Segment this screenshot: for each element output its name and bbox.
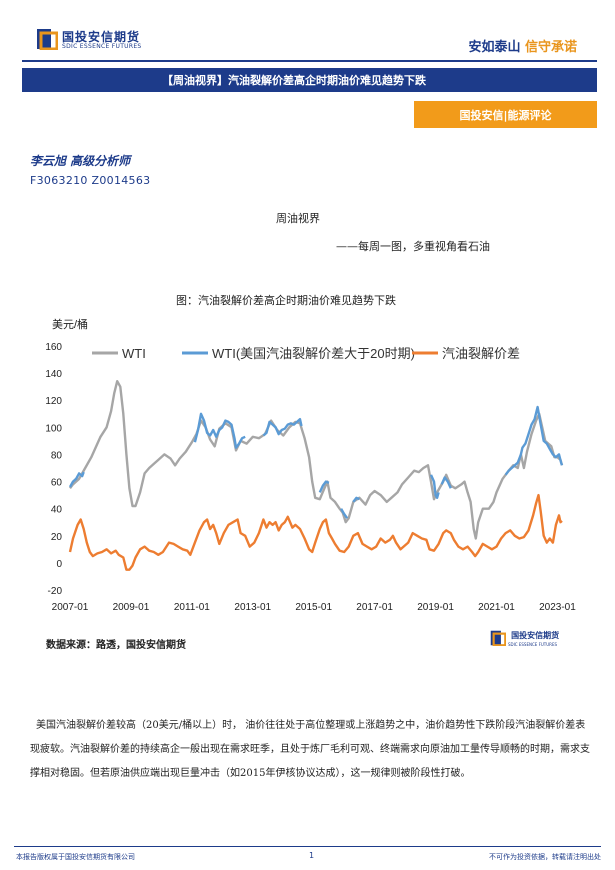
x-tick-label: 2021-01 — [478, 602, 515, 613]
y-axis-ticks: 160 140 120 100 80 60 40 20 0 -20 — [45, 342, 62, 597]
author-name: 李云旭 高级分析师 — [30, 154, 131, 168]
series-gasoline-crack-line — [68, 493, 563, 571]
slogan-part-b: 信守承诺 — [524, 40, 577, 55]
page-number: 1 — [309, 851, 315, 860]
x-axis-ticks: 2007-01 2009-01 2011-01 2013-01 2015-01 2017-… — [52, 602, 577, 613]
chart-legend: WTI WTI(美国汽油裂解价差大于20时期) 汽油裂解价差 — [92, 346, 520, 361]
report-title-bar: 【周油视界】汽油裂解价差高企时期油价难见趋势下跌 — [22, 68, 597, 92]
column-title: 周油视界 — [276, 212, 320, 225]
chart-series — [68, 380, 564, 571]
y-tick-label: 0 — [56, 559, 62, 570]
footer-disclaimer: 不可作为投资依据，转载请注明出处 — [489, 853, 601, 861]
y-tick-label: -20 — [48, 586, 63, 597]
series-wti-high-crack-line — [504, 405, 564, 476]
mini-logo: 国投安信期货 SDIC ESSENCE FUTURES — [490, 630, 559, 647]
series-wti-high-crack-line — [68, 471, 85, 488]
x-tick-label: 2019-01 — [417, 602, 454, 613]
x-tick-label: 2007-01 — [52, 602, 89, 613]
x-tick-label: 2023-01 — [539, 602, 576, 613]
series-wti-high-crack-line — [352, 496, 360, 503]
logo-icon — [37, 29, 58, 50]
figure-caption: 图：汽油裂解价差高企时期油价难见趋势下跌 — [176, 294, 396, 307]
series-wti-high-crack-line — [193, 412, 246, 449]
data-source: 数据来源：路透，国投安信期货 — [46, 640, 186, 651]
y-axis-label: 美元/桶 — [52, 317, 88, 331]
x-tick-label: 2009-01 — [113, 602, 150, 613]
body-paragraph: 美国汽油裂解价差较高（20美元/桶以上）时， 油价往往处于高位整理或上涨趋势之中… — [30, 720, 590, 779]
series-wti-high-crack-line — [340, 508, 349, 519]
y-tick-label: 20 — [51, 532, 63, 543]
logo-name: 国投安信期货 — [62, 30, 141, 44]
report-title: 【周油视界】汽油裂解价差高企时期油价难见趋势下跌 — [162, 74, 426, 87]
series-wti-line — [69, 380, 564, 540]
y-tick-label: 140 — [45, 369, 62, 380]
series-wti-high-crack-line — [429, 474, 440, 499]
line-chart: 美元/桶 WTI WTI(美国汽油裂解价差大于20时期) 汽油裂解价差 160 140… — [45, 317, 577, 613]
section-tag: 国投安信|能源评论 — [414, 101, 597, 128]
x-tick-label: 2011-01 — [174, 602, 210, 613]
y-tick-label: 100 — [45, 423, 62, 434]
column-subtitle: ——每周一图，多重视角看石油 — [336, 240, 490, 253]
y-tick-label: 120 — [45, 396, 62, 407]
series-wti-high-crack-line — [440, 476, 452, 489]
mini-logo-name: 国投安信期货 — [511, 631, 560, 640]
legend-label: 汽油裂解价差 — [442, 346, 520, 361]
y-tick-label: 60 — [51, 478, 63, 489]
y-tick-label: 40 — [51, 505, 63, 516]
x-tick-label: 2013-01 — [234, 602, 271, 613]
y-tick-label: 160 — [45, 342, 62, 353]
x-tick-label: 2015-01 — [295, 602, 332, 613]
footer-copyright: 本报告版权属于国投安信期货有限公司 — [16, 853, 135, 861]
mini-logo-english: SDIC ESSENCE FUTURES — [508, 642, 558, 647]
author-codes: F3063210 Z0014563 — [30, 174, 151, 187]
legend-label: WTI(美国汽油裂解价差大于20时期) — [212, 346, 415, 361]
x-tick-label: 2017-01 — [356, 602, 393, 613]
legend-label: WTI — [122, 346, 146, 361]
footer-divider — [14, 846, 601, 847]
header-divider — [22, 60, 597, 62]
series-wti-high-crack-line — [262, 418, 303, 437]
slogan-part-a: 安如泰山 — [468, 40, 521, 55]
y-tick-label: 80 — [51, 450, 63, 461]
slogan: 安如泰山 信守承诺 — [468, 36, 577, 55]
logo-english-name: SDIC ESSENCE FUTURES — [62, 43, 142, 50]
series-wti-high-crack-line — [318, 480, 330, 493]
mini-logo-icon — [490, 630, 507, 647]
